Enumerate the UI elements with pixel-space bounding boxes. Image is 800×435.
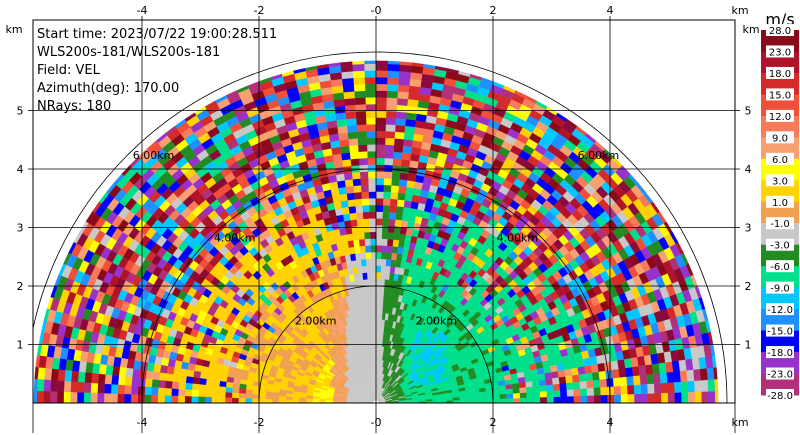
- colorbar-label: -6.0: [770, 262, 790, 273]
- range-ring-label: 2.00km: [295, 314, 337, 327]
- colorbar-label-bg: [766, 24, 794, 36]
- y-tick-label: 3: [17, 222, 24, 235]
- colorbar-label-bg: [766, 66, 794, 79]
- colorbar-label-bg: [766, 152, 794, 165]
- colorbar-label-bg: [766, 281, 794, 294]
- x-tick-label-top: -2: [254, 4, 265, 17]
- field-label: Field: VEL: [37, 63, 100, 78]
- colorbar-label-bg: [766, 324, 794, 337]
- y-tick-label-right: 2: [745, 280, 752, 293]
- colorbar-label-bg: [766, 367, 794, 380]
- range-ring-label: 2.00km: [415, 314, 457, 327]
- range-ring-label: 6.00km: [133, 149, 175, 162]
- colorbar-label-bg: [766, 238, 794, 251]
- colorbar-label: -18.0: [767, 348, 793, 359]
- x-tick-label-top: -0: [371, 4, 382, 17]
- x-tick-label: -2: [254, 416, 265, 429]
- plot-frame: [32, 19, 736, 404]
- y-tick-label: 5: [17, 105, 24, 118]
- x-tick-label: 2: [490, 416, 497, 429]
- y-tick-label-right: 1: [745, 339, 752, 352]
- colorbar-label-bg: [766, 131, 794, 144]
- range-ring-label: 4.00km: [497, 232, 539, 245]
- y-tick-label-right: 3: [745, 222, 752, 235]
- colorbar-label: 15.0: [769, 90, 791, 101]
- x-unit-top: km: [731, 4, 748, 17]
- colorbar-label: 9.0: [772, 133, 788, 144]
- colorbar-label: 12.0: [769, 112, 791, 123]
- colorbar-label: 28.0: [769, 26, 791, 37]
- colorbar-label-bg: [766, 303, 794, 316]
- colorbar-label: -3.0: [770, 241, 790, 252]
- colorbar-label: 1.0: [772, 198, 788, 209]
- x-tick-label-top: 2: [490, 4, 497, 17]
- range-ring-label: 6.00km: [578, 149, 620, 162]
- y-tick-label: 1: [17, 339, 24, 352]
- colorbar-label-bg: [766, 389, 794, 401]
- y-tick-label-right: 4: [745, 163, 752, 176]
- y-unit-right: km: [742, 23, 759, 36]
- colorbar-label: 6.0: [772, 155, 788, 166]
- colorbar-label-bg: [766, 195, 794, 208]
- instrument-label: WLS200s-181/WLS200s-181: [37, 45, 221, 60]
- colorbar-label: -1.0: [770, 219, 790, 230]
- colorbar-label-bg: [766, 45, 794, 58]
- x-tick-label-top: -4: [137, 4, 148, 17]
- colorbar-label-bg: [766, 346, 794, 359]
- y-tick-label: 2: [17, 280, 24, 293]
- colorbar-label: -12.0: [767, 305, 793, 316]
- colorbar-label: -15.0: [767, 327, 793, 338]
- x-unit-bottom: km: [731, 416, 748, 429]
- y-tick-label: 4: [17, 163, 24, 176]
- x-tick-label: -0: [371, 416, 382, 429]
- colorbar-label: -9.0: [770, 284, 790, 295]
- colorbar-label: -28.0: [767, 391, 793, 402]
- colorbar-label-bg: [766, 109, 794, 122]
- start-time-label: Start time: 2023/07/22 19:00:28.511: [37, 27, 278, 42]
- scan-info: Start time: 2023/07/22 19:00:28.511 WLS2…: [37, 26, 277, 116]
- colorbar-label-bg: [766, 88, 794, 101]
- colorbar-label: 23.0: [769, 47, 791, 58]
- colorbar-label: -23.0: [767, 370, 793, 381]
- colorbar-label-bg: [766, 174, 794, 187]
- colorbar-label-bg: [766, 260, 794, 273]
- colorbar-label: 3.0: [772, 176, 788, 187]
- radar-field: [33, 60, 719, 403]
- azimuth-label: Azimuth(deg): 170.00: [37, 81, 180, 96]
- nrays-label: NRays: 180: [37, 99, 112, 114]
- y-tick-label-right: 5: [745, 105, 752, 118]
- range-ring-label: 4.00km: [214, 232, 256, 245]
- colorbar-label-bg: [766, 217, 794, 230]
- axes: -4 -4 -2 -2 -0 -0 2 2 4 4 km km km km 1 1 2 2 3 3 4 4 5 5: [5, 4, 760, 433]
- colorbar-label: 18.0: [769, 69, 791, 80]
- range-ring: [33, 51, 728, 403]
- range-ring: [258, 285, 494, 403]
- range-ring: [141, 168, 611, 403]
- x-tick-label: 4: [607, 416, 614, 429]
- x-tick-label-top: 4: [607, 4, 614, 17]
- y-unit-left: km: [5, 23, 22, 36]
- x-tick-label: -4: [137, 416, 148, 429]
- range-rings: 2.00km 2.00km 4.00km 4.00km 6.00km 6.00km: [33, 51, 728, 403]
